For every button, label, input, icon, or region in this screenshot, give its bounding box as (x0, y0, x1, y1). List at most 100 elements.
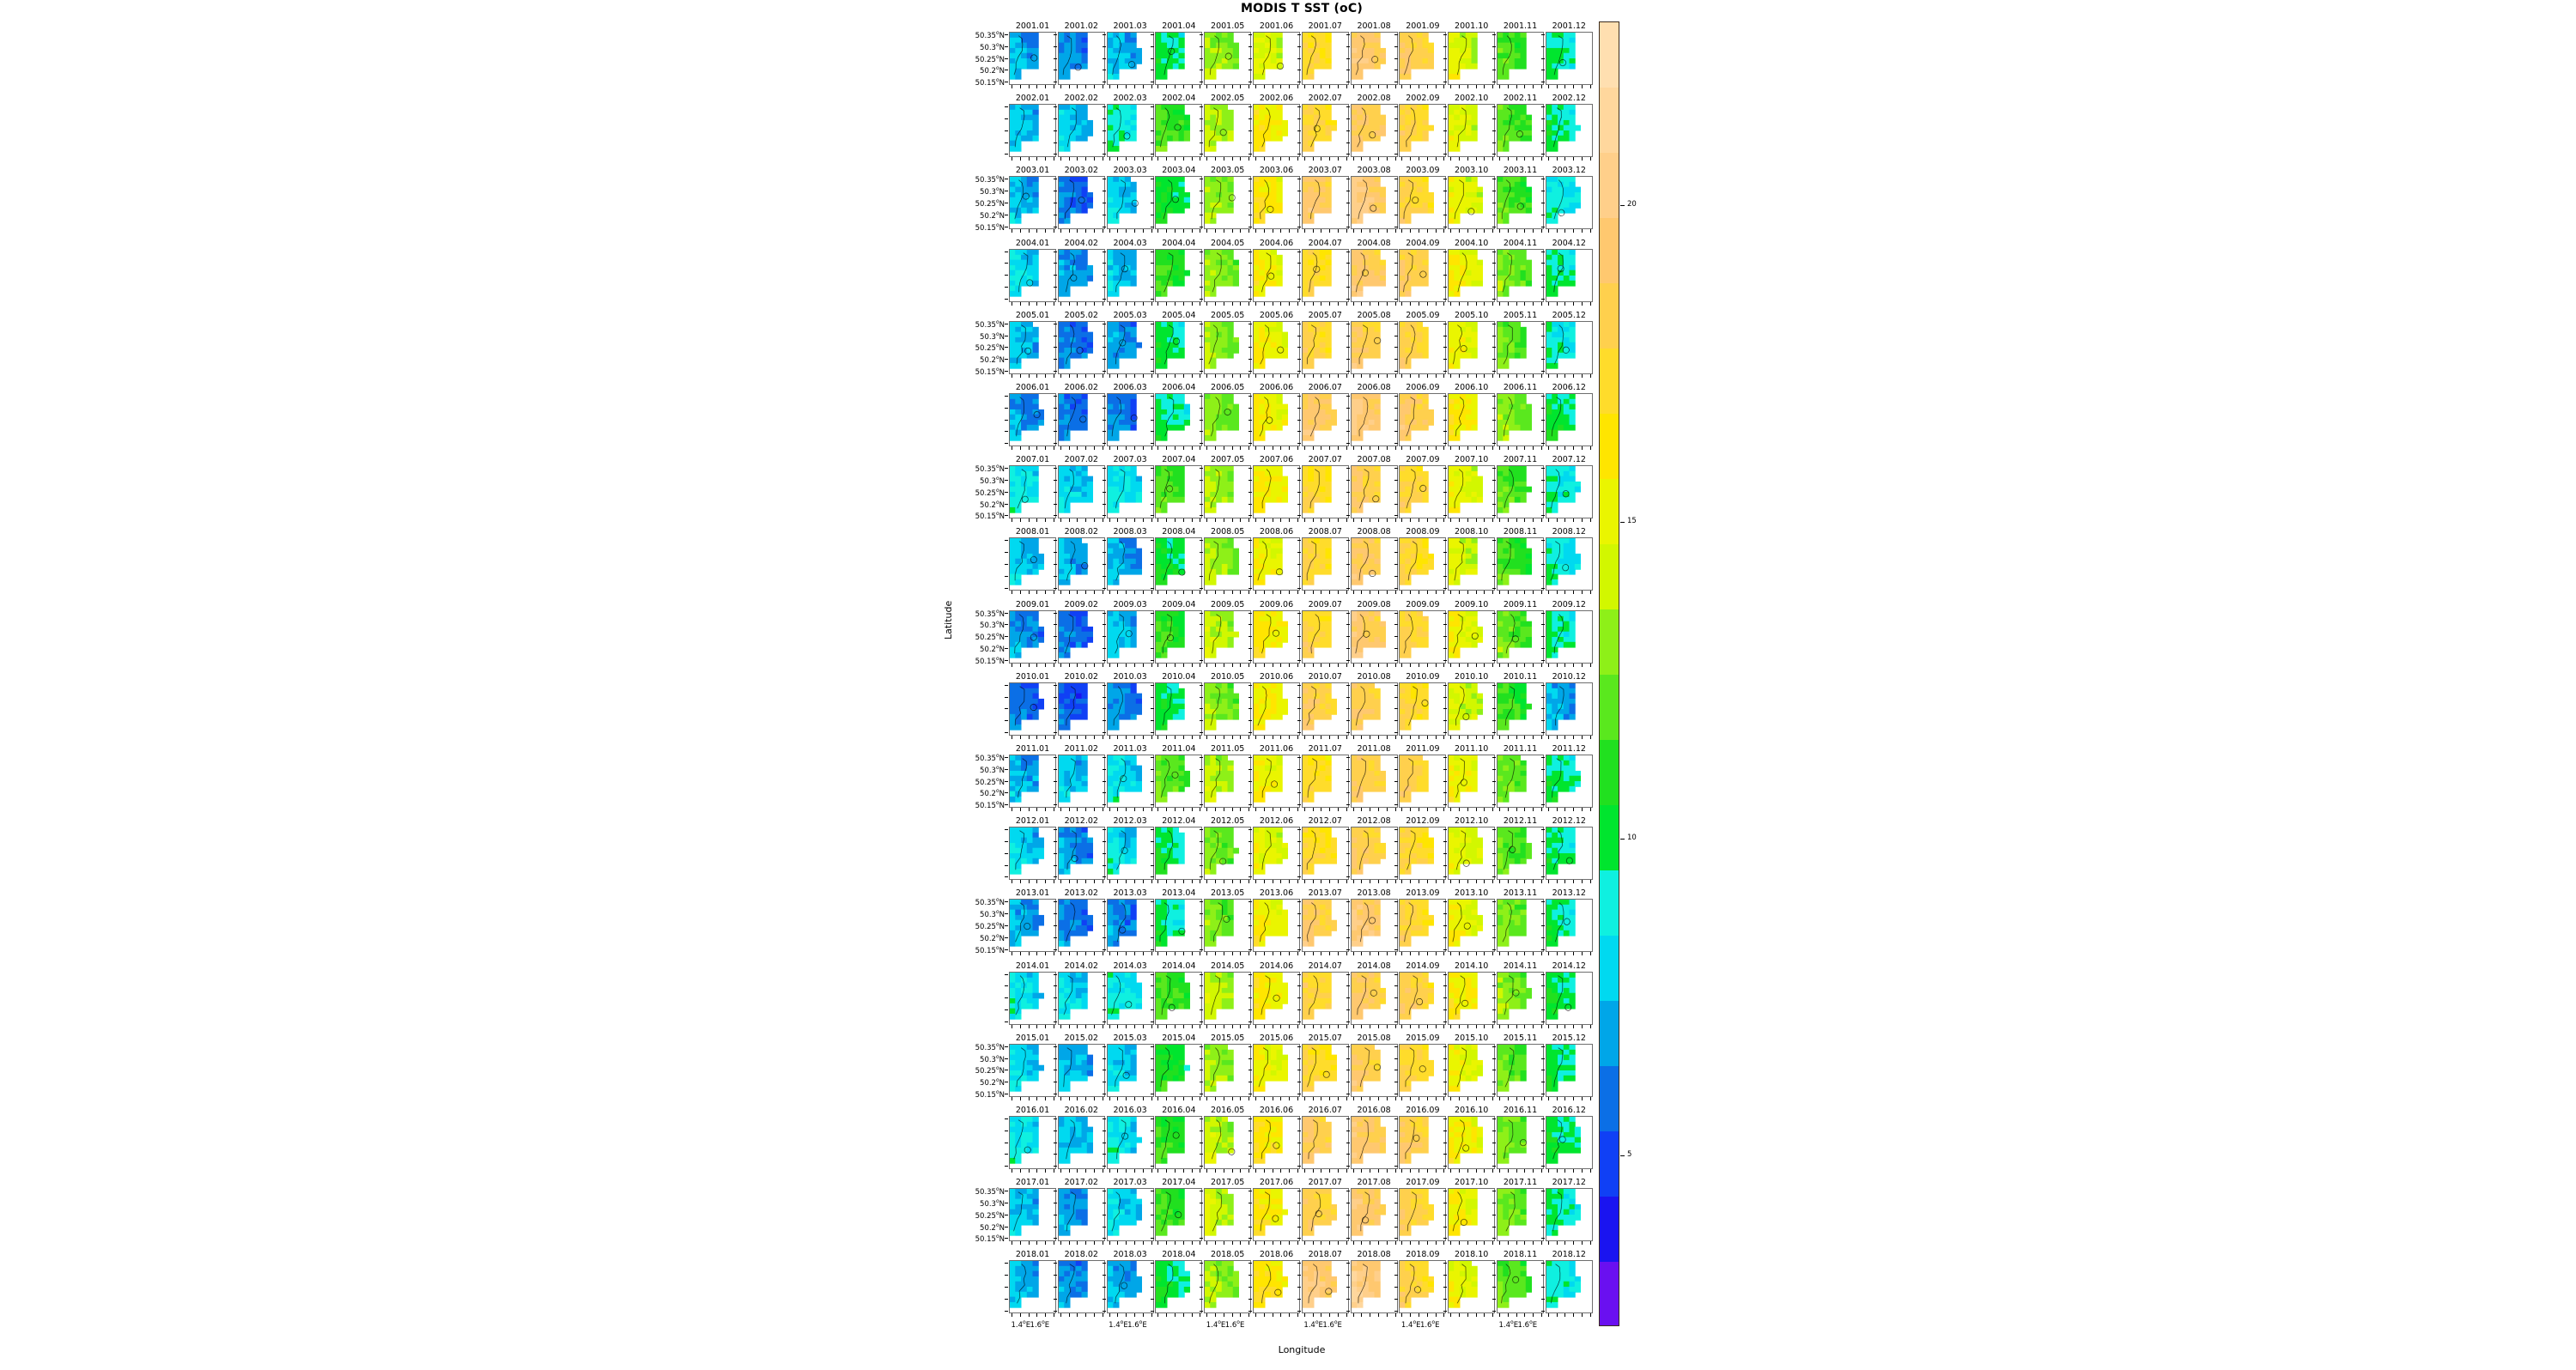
panel-plot[interactable] (1350, 465, 1398, 519)
panel-plot[interactable] (1106, 1188, 1154, 1242)
panel-plot[interactable] (1497, 1260, 1544, 1314)
panel-plot[interactable] (1350, 755, 1398, 808)
panel-plot[interactable] (1545, 176, 1593, 230)
panel-plot[interactable] (1204, 1043, 1252, 1097)
panel-plot[interactable] (1545, 609, 1593, 664)
panel-plot[interactable] (1057, 32, 1105, 85)
panel-plot[interactable] (1301, 104, 1349, 158)
panel-plot[interactable] (1253, 609, 1300, 664)
panel-plot[interactable] (1301, 176, 1349, 230)
panel-plot[interactable] (1106, 899, 1154, 953)
panel-plot[interactable] (1009, 248, 1056, 302)
panel-plot[interactable] (1399, 248, 1447, 302)
panel-plot[interactable] (1448, 1188, 1496, 1242)
panel-plot[interactable] (1497, 1043, 1544, 1097)
panel-plot[interactable] (1106, 465, 1154, 519)
panel-plot[interactable] (1009, 465, 1056, 519)
panel-plot[interactable] (1350, 32, 1398, 85)
panel-plot[interactable] (1545, 1260, 1593, 1314)
panel-plot[interactable] (1350, 320, 1398, 374)
panel-plot[interactable] (1106, 755, 1154, 808)
panel-plot[interactable] (1301, 755, 1349, 808)
panel-plot[interactable] (1057, 899, 1105, 953)
panel-plot[interactable] (1545, 971, 1593, 1025)
panel-plot[interactable] (1204, 465, 1252, 519)
panel-plot[interactable] (1155, 1116, 1203, 1169)
panel-plot[interactable] (1399, 1043, 1447, 1097)
panel-plot[interactable] (1106, 1043, 1154, 1097)
panel-plot[interactable] (1009, 537, 1056, 591)
panel-plot[interactable] (1545, 32, 1593, 85)
panel-plot[interactable] (1545, 899, 1593, 953)
panel-plot[interactable] (1399, 32, 1447, 85)
panel-plot[interactable] (1497, 755, 1544, 808)
panel-plot[interactable] (1057, 682, 1105, 736)
panel-plot[interactable] (1155, 971, 1203, 1025)
panel-plot[interactable] (1448, 755, 1496, 808)
panel-plot[interactable] (1301, 537, 1349, 591)
panel-plot[interactable] (1399, 755, 1447, 808)
panel-plot[interactable] (1057, 537, 1105, 591)
panel-plot[interactable] (1545, 1116, 1593, 1169)
panel-plot[interactable] (1057, 1260, 1105, 1314)
panel-plot[interactable] (1204, 393, 1252, 446)
panel-plot[interactable] (1253, 248, 1300, 302)
panel-plot[interactable] (1301, 1188, 1349, 1242)
panel-plot[interactable] (1545, 320, 1593, 374)
panel-plot[interactable] (1253, 755, 1300, 808)
panel-plot[interactable] (1155, 899, 1203, 953)
panel-plot[interactable] (1399, 465, 1447, 519)
panel-plot[interactable] (1009, 899, 1056, 953)
panel-plot[interactable] (1057, 1043, 1105, 1097)
panel-plot[interactable] (1497, 971, 1544, 1025)
panel-plot[interactable] (1057, 176, 1105, 230)
panel-plot[interactable] (1106, 609, 1154, 664)
panel-plot[interactable] (1448, 971, 1496, 1025)
panel-plot[interactable] (1204, 609, 1252, 664)
panel-plot[interactable] (1204, 1260, 1252, 1314)
panel-plot[interactable] (1009, 176, 1056, 230)
panel-plot[interactable] (1399, 1188, 1447, 1242)
panel-plot[interactable] (1009, 1043, 1056, 1097)
panel-plot[interactable] (1204, 1116, 1252, 1169)
panel-plot[interactable] (1253, 320, 1300, 374)
panel-plot[interactable] (1545, 537, 1593, 591)
panel-plot[interactable] (1253, 682, 1300, 736)
panel-plot[interactable] (1155, 104, 1203, 158)
panel-plot[interactable] (1301, 465, 1349, 519)
panel-plot[interactable] (1204, 104, 1252, 158)
panel-plot[interactable] (1106, 393, 1154, 446)
panel-plot[interactable] (1448, 104, 1496, 158)
panel-plot[interactable] (1497, 537, 1544, 591)
panel-plot[interactable] (1545, 827, 1593, 881)
panel-plot[interactable] (1253, 971, 1300, 1025)
panel-plot[interactable] (1448, 176, 1496, 230)
panel-plot[interactable] (1448, 1043, 1496, 1097)
panel-plot[interactable] (1009, 393, 1056, 446)
panel-plot[interactable] (1204, 971, 1252, 1025)
panel-plot[interactable] (1301, 899, 1349, 953)
panel-plot[interactable] (1057, 320, 1105, 374)
panel-plot[interactable] (1448, 1116, 1496, 1169)
panel-plot[interactable] (1155, 465, 1203, 519)
panel-plot[interactable] (1155, 1188, 1203, 1242)
panel-plot[interactable] (1009, 320, 1056, 374)
panel-plot[interactable] (1301, 32, 1349, 85)
panel-plot[interactable] (1253, 104, 1300, 158)
panel-plot[interactable] (1399, 393, 1447, 446)
panel-plot[interactable] (1399, 537, 1447, 591)
panel-plot[interactable] (1057, 609, 1105, 664)
panel-plot[interactable] (1204, 176, 1252, 230)
panel-plot[interactable] (1350, 682, 1398, 736)
panel-plot[interactable] (1497, 248, 1544, 302)
panel-plot[interactable] (1350, 1116, 1398, 1169)
panel-plot[interactable] (1106, 1260, 1154, 1314)
panel-plot[interactable] (1106, 176, 1154, 230)
panel-plot[interactable] (1448, 899, 1496, 953)
panel-plot[interactable] (1057, 1188, 1105, 1242)
panel-plot[interactable] (1399, 609, 1447, 664)
panel-plot[interactable] (1155, 320, 1203, 374)
panel-plot[interactable] (1253, 176, 1300, 230)
panel-plot[interactable] (1448, 465, 1496, 519)
panel-plot[interactable] (1106, 827, 1154, 881)
